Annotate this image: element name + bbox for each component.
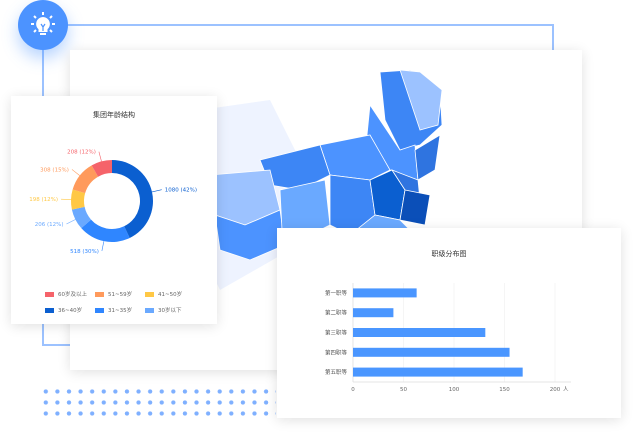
label-leader-line <box>98 151 102 162</box>
age-chart-title: 集团年龄结构 <box>93 111 135 119</box>
x-tick-label: 200 <box>550 387 561 393</box>
bar[interactable] <box>353 328 486 337</box>
legend-swatch <box>45 292 54 297</box>
connector-line-top <box>66 24 554 26</box>
slice-label: 518 (30%) <box>70 249 99 255</box>
legend-label: 51~59岁 <box>108 292 133 298</box>
y-category-label: 第四职等 <box>325 348 348 356</box>
legend-label: 60岁及以上 <box>58 292 87 298</box>
legend-swatch <box>95 292 104 297</box>
legend-label: 41~50岁 <box>158 292 183 298</box>
label-leader-line <box>71 169 80 176</box>
legend-item[interactable]: 41~50岁 <box>145 290 195 298</box>
donut-slice[interactable] <box>91 160 112 177</box>
slice-label: 206 (12%) <box>35 222 64 228</box>
donut-slice[interactable] <box>72 165 99 194</box>
legend-label: 30岁以下 <box>158 308 182 314</box>
donut-slice[interactable] <box>71 206 92 229</box>
y-category-label: 第一职等 <box>325 289 348 297</box>
legend-label: 36~40岁 <box>58 308 83 314</box>
slice-label: 308 (15%) <box>40 167 69 173</box>
label-leader-line <box>66 219 76 225</box>
bar[interactable] <box>353 347 510 357</box>
decorative-dot-grid <box>40 386 276 418</box>
slice-label: 208 (12%) <box>67 150 96 156</box>
connector-line-right <box>552 24 554 54</box>
x-tick-label: 150 <box>499 387 510 393</box>
legend-swatch <box>45 308 54 313</box>
y-category-label: 第三职等 <box>325 329 348 337</box>
x-tick-label: 0 <box>351 387 355 393</box>
slice-label: 198 (12%) <box>29 197 58 203</box>
legend-item[interactable]: 60岁及以上 <box>45 290 95 298</box>
y-category-label: 第五职等 <box>325 368 348 376</box>
legend-swatch <box>145 292 154 297</box>
x-tick-label: 100 <box>449 387 460 393</box>
connector-line-bottom <box>42 344 72 346</box>
lightbulb-icon <box>18 0 68 50</box>
age-structure-card: 集团年龄结构 1080 (42%) 518 (30%) 206 (12%) 198 (… <box>11 96 217 324</box>
bar[interactable] <box>353 308 394 318</box>
label-leader-line <box>101 241 105 252</box>
bar[interactable] <box>353 288 417 298</box>
bar[interactable] <box>353 367 523 377</box>
x-unit-label: 人 <box>563 386 569 393</box>
legend-item[interactable]: 51~59岁 <box>95 290 145 298</box>
slice-label: 1080 (42%) <box>165 188 197 194</box>
donut-slice[interactable] <box>81 219 130 242</box>
age-donut-chart: 1080 (42%) 518 (30%) 206 (12%) 198 (12%) 308… <box>29 150 197 255</box>
legend-swatch <box>145 308 154 313</box>
age-legend: 60岁及以上 51~59岁 41~50岁 36~40岁 31~35岁 30岁以下 <box>45 290 195 314</box>
legend-item[interactable]: 31~35岁 <box>95 306 145 314</box>
legend-label: 31~35岁 <box>108 308 133 314</box>
x-tick-label: 50 <box>400 387 407 393</box>
y-category-label: 第二职等 <box>325 309 348 317</box>
label-leader-line <box>151 189 162 193</box>
donut-slice[interactable] <box>71 189 86 210</box>
rank-chart-title: 职级分布图 <box>431 250 467 258</box>
rank-distribution-card: 职级分布图 0 50 100 150 200 人 第一职等第二职等第三职等第四职等第五职等 <box>277 228 621 418</box>
legend-item[interactable]: 30岁以下 <box>145 306 195 314</box>
legend-item[interactable]: 36~40岁 <box>45 306 95 314</box>
donut-slice[interactable] <box>112 160 153 238</box>
legend-swatch <box>95 308 104 313</box>
